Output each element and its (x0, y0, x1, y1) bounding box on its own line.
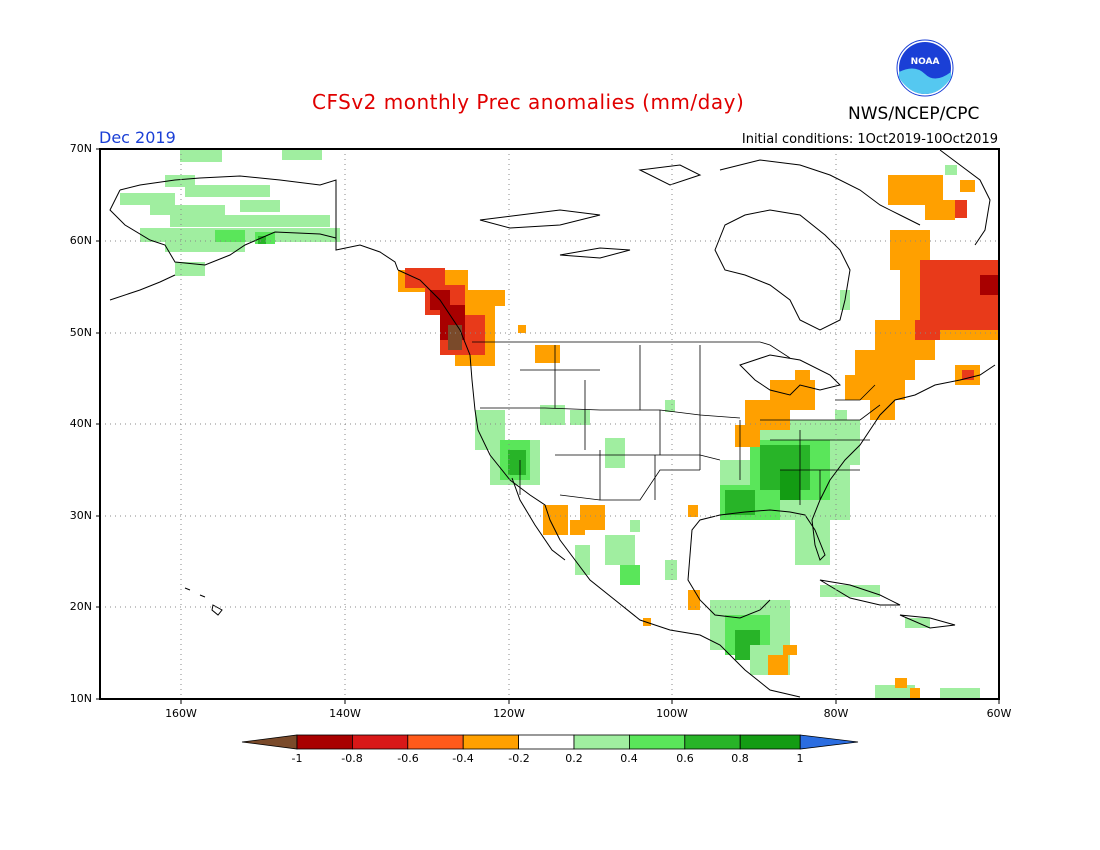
wet-region-alaska (120, 150, 340, 276)
initial-conditions-label: Initial conditions: 1Oct2019-10Oct2019 (741, 132, 998, 147)
colorbar-label: 0.6 (676, 752, 694, 765)
colorbar-segment (407, 734, 464, 750)
colorbar-segment (629, 734, 686, 750)
dry-region-ohio-valley (735, 370, 815, 447)
colorbar-segment (739, 734, 801, 750)
lat-label-70n: 70N (69, 142, 92, 155)
colorbar-segment (462, 734, 520, 750)
lat-label-40n: 40N (69, 417, 92, 430)
chart-title: CFSv2 monthly Prec anomalies (mm/day) (312, 90, 745, 114)
colorbar-label: -0.4 (452, 752, 474, 765)
noaa-logo-text: NOAA (911, 57, 940, 67)
colorbar-label: -1 (291, 752, 303, 765)
region-mexico (543, 505, 700, 626)
lat-label-20n: 20N (69, 600, 92, 613)
lon-label-140w: 140W (329, 707, 361, 720)
colorbar-label: -0.8 (341, 752, 363, 765)
anomaly-field (100, 149, 999, 699)
lon-label-80w: 80W (823, 707, 849, 720)
month-label: Dec 2019 (99, 128, 176, 147)
lon-label-100w: 100W (656, 707, 688, 720)
lat-label-30n: 30N (69, 509, 92, 522)
colorbar-segment-lt-neg1 (241, 734, 298, 750)
lat-label-60n: 60N (69, 234, 92, 247)
graticule (100, 149, 999, 699)
colorbar-label: 0.2 (565, 752, 583, 765)
colorbar-label: 1 (796, 752, 804, 765)
wet-region-central-america (710, 585, 980, 699)
agency-label: NWS/NCEP/CPC (848, 104, 980, 124)
colorbar-segment (351, 734, 409, 750)
coastlines (109, 149, 996, 698)
axis-ticks (96, 148, 1000, 704)
dry-region-eastern-canada (845, 175, 999, 420)
lon-label-160w: 160W (165, 707, 197, 720)
lat-label-10n: 10N (69, 692, 92, 705)
colorbar-segment-gt-1 (799, 734, 859, 750)
colorbar-label: 0.8 (731, 752, 749, 765)
lon-label-60w: 60W (986, 707, 1012, 720)
colorbar-segment (684, 734, 741, 750)
colorbar (241, 734, 859, 750)
colorbar-segment (518, 734, 575, 750)
lat-label-50n: 50N (69, 326, 92, 339)
lon-label-120w: 120W (493, 707, 525, 720)
colorbar-label: -0.6 (397, 752, 419, 765)
political-borders (472, 341, 881, 505)
colorbar-label: -0.2 (508, 752, 530, 765)
noaa-logo: NOAA (896, 39, 954, 97)
colorbar-segment (573, 734, 630, 750)
colorbar-label: 0.4 (620, 752, 638, 765)
colorbar-segment (296, 734, 353, 750)
